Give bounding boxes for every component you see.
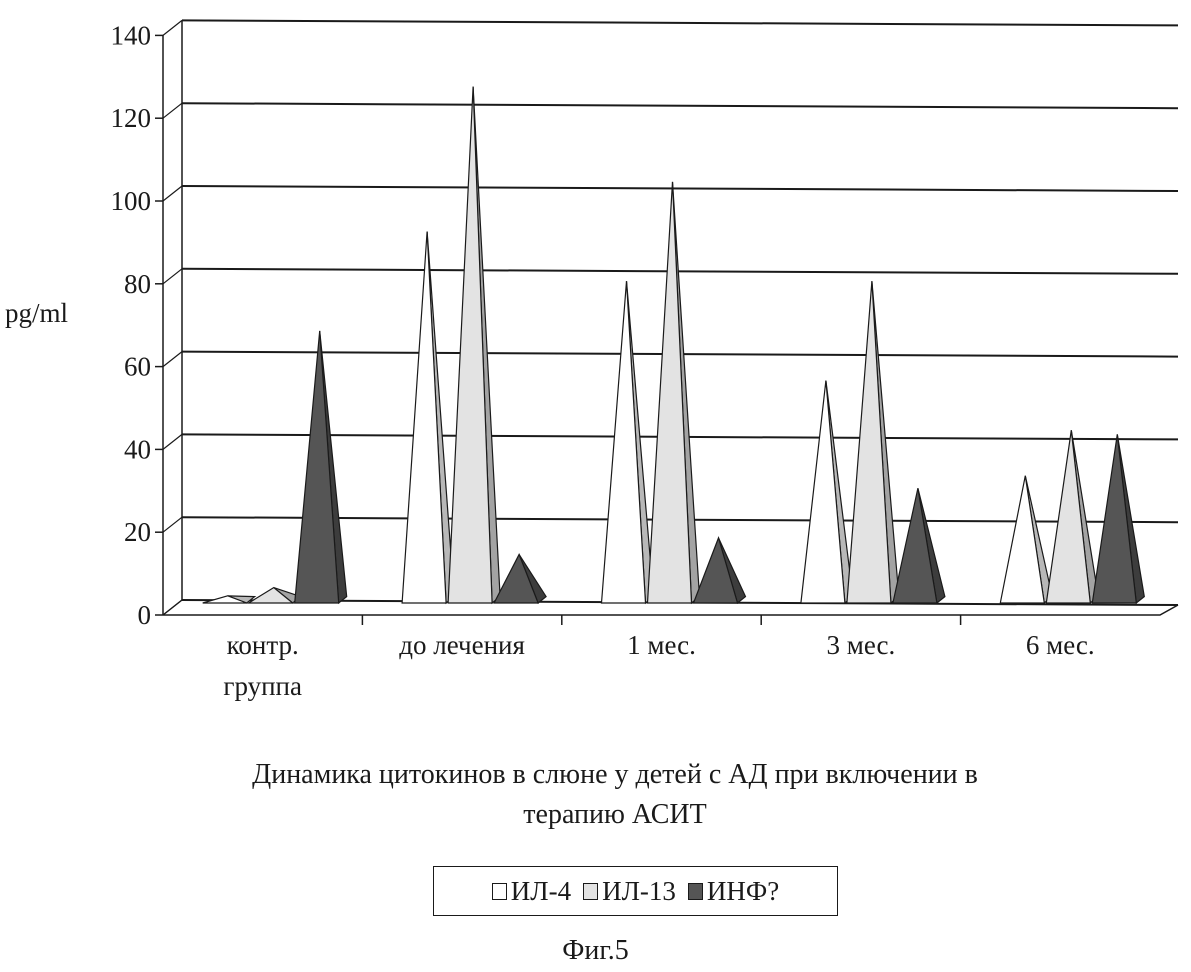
pyramid-bar [249, 588, 301, 603]
legend-item-il4: ИЛ-4 [492, 876, 571, 907]
pyramid-bar [295, 331, 347, 603]
pyramid-bar [1000, 476, 1052, 603]
pyramid-bar [402, 232, 454, 603]
pyramid-bar [893, 488, 945, 603]
x-tick-label: 6 мес. [1026, 630, 1095, 660]
legend-label-il4: ИЛ-4 [511, 876, 571, 907]
pyramid-bar [694, 538, 746, 603]
y-tick-label: 40 [124, 434, 151, 464]
legend-swatch-inf [688, 883, 703, 900]
legend-label-inf: ИНФ? [707, 876, 779, 907]
gridline-depth [163, 517, 182, 532]
gridline [182, 20, 1178, 25]
legend-label-il13: ИЛ-13 [602, 876, 676, 907]
x-tick-label: 3 мес. [827, 630, 896, 660]
pyramid-bar [1046, 430, 1098, 603]
x-tick-label: контр. [227, 630, 299, 660]
pyramid-bar [847, 281, 899, 603]
floor-edge [163, 605, 1178, 615]
pyramid-bar [448, 87, 500, 603]
figure-caption: Фиг.5 [0, 935, 1191, 967]
gridline-depth [163, 103, 182, 118]
y-tick-label: 120 [111, 103, 152, 133]
pyramid-bars [203, 87, 1145, 603]
floor-depth [163, 600, 182, 615]
pyramid-bar [602, 281, 654, 603]
x-tick-label: до лечения [399, 630, 525, 660]
x-tick-label: 1 мес. [627, 630, 696, 660]
y-axis-label: pg/ml [5, 298, 68, 328]
pyramid-bar [494, 554, 546, 603]
y-tick-label: 100 [111, 186, 152, 216]
gridline [182, 269, 1178, 274]
y-tick-label: 0 [138, 600, 152, 630]
legend: ИЛ-4 ИЛ-13 ИНФ? [433, 866, 838, 916]
pyramid-bar [648, 182, 700, 603]
x-tick-label: группа [223, 671, 302, 701]
legend-item-il13: ИЛ-13 [583, 876, 676, 907]
gridline-depth [163, 434, 182, 449]
gridline [182, 103, 1178, 108]
pyramid-bar [801, 381, 853, 603]
legend-swatch-il4 [492, 883, 507, 900]
y-tick-label: 140 [111, 20, 152, 50]
chart-title: Динамика цитокинов в слюне у детей с АД … [200, 755, 1030, 835]
pyramid-bar [1092, 434, 1144, 603]
y-tick-label: 60 [124, 352, 151, 382]
gridline-depth [163, 269, 182, 284]
y-tick-label: 80 [124, 269, 151, 299]
y-tick-label: 20 [124, 517, 151, 547]
legend-swatch-il13 [583, 883, 598, 900]
gridline-depth [163, 352, 182, 367]
legend-item-inf: ИНФ? [688, 876, 779, 907]
gridline [182, 186, 1178, 191]
gridline-depth [163, 186, 182, 201]
gridline-depth [163, 20, 182, 35]
